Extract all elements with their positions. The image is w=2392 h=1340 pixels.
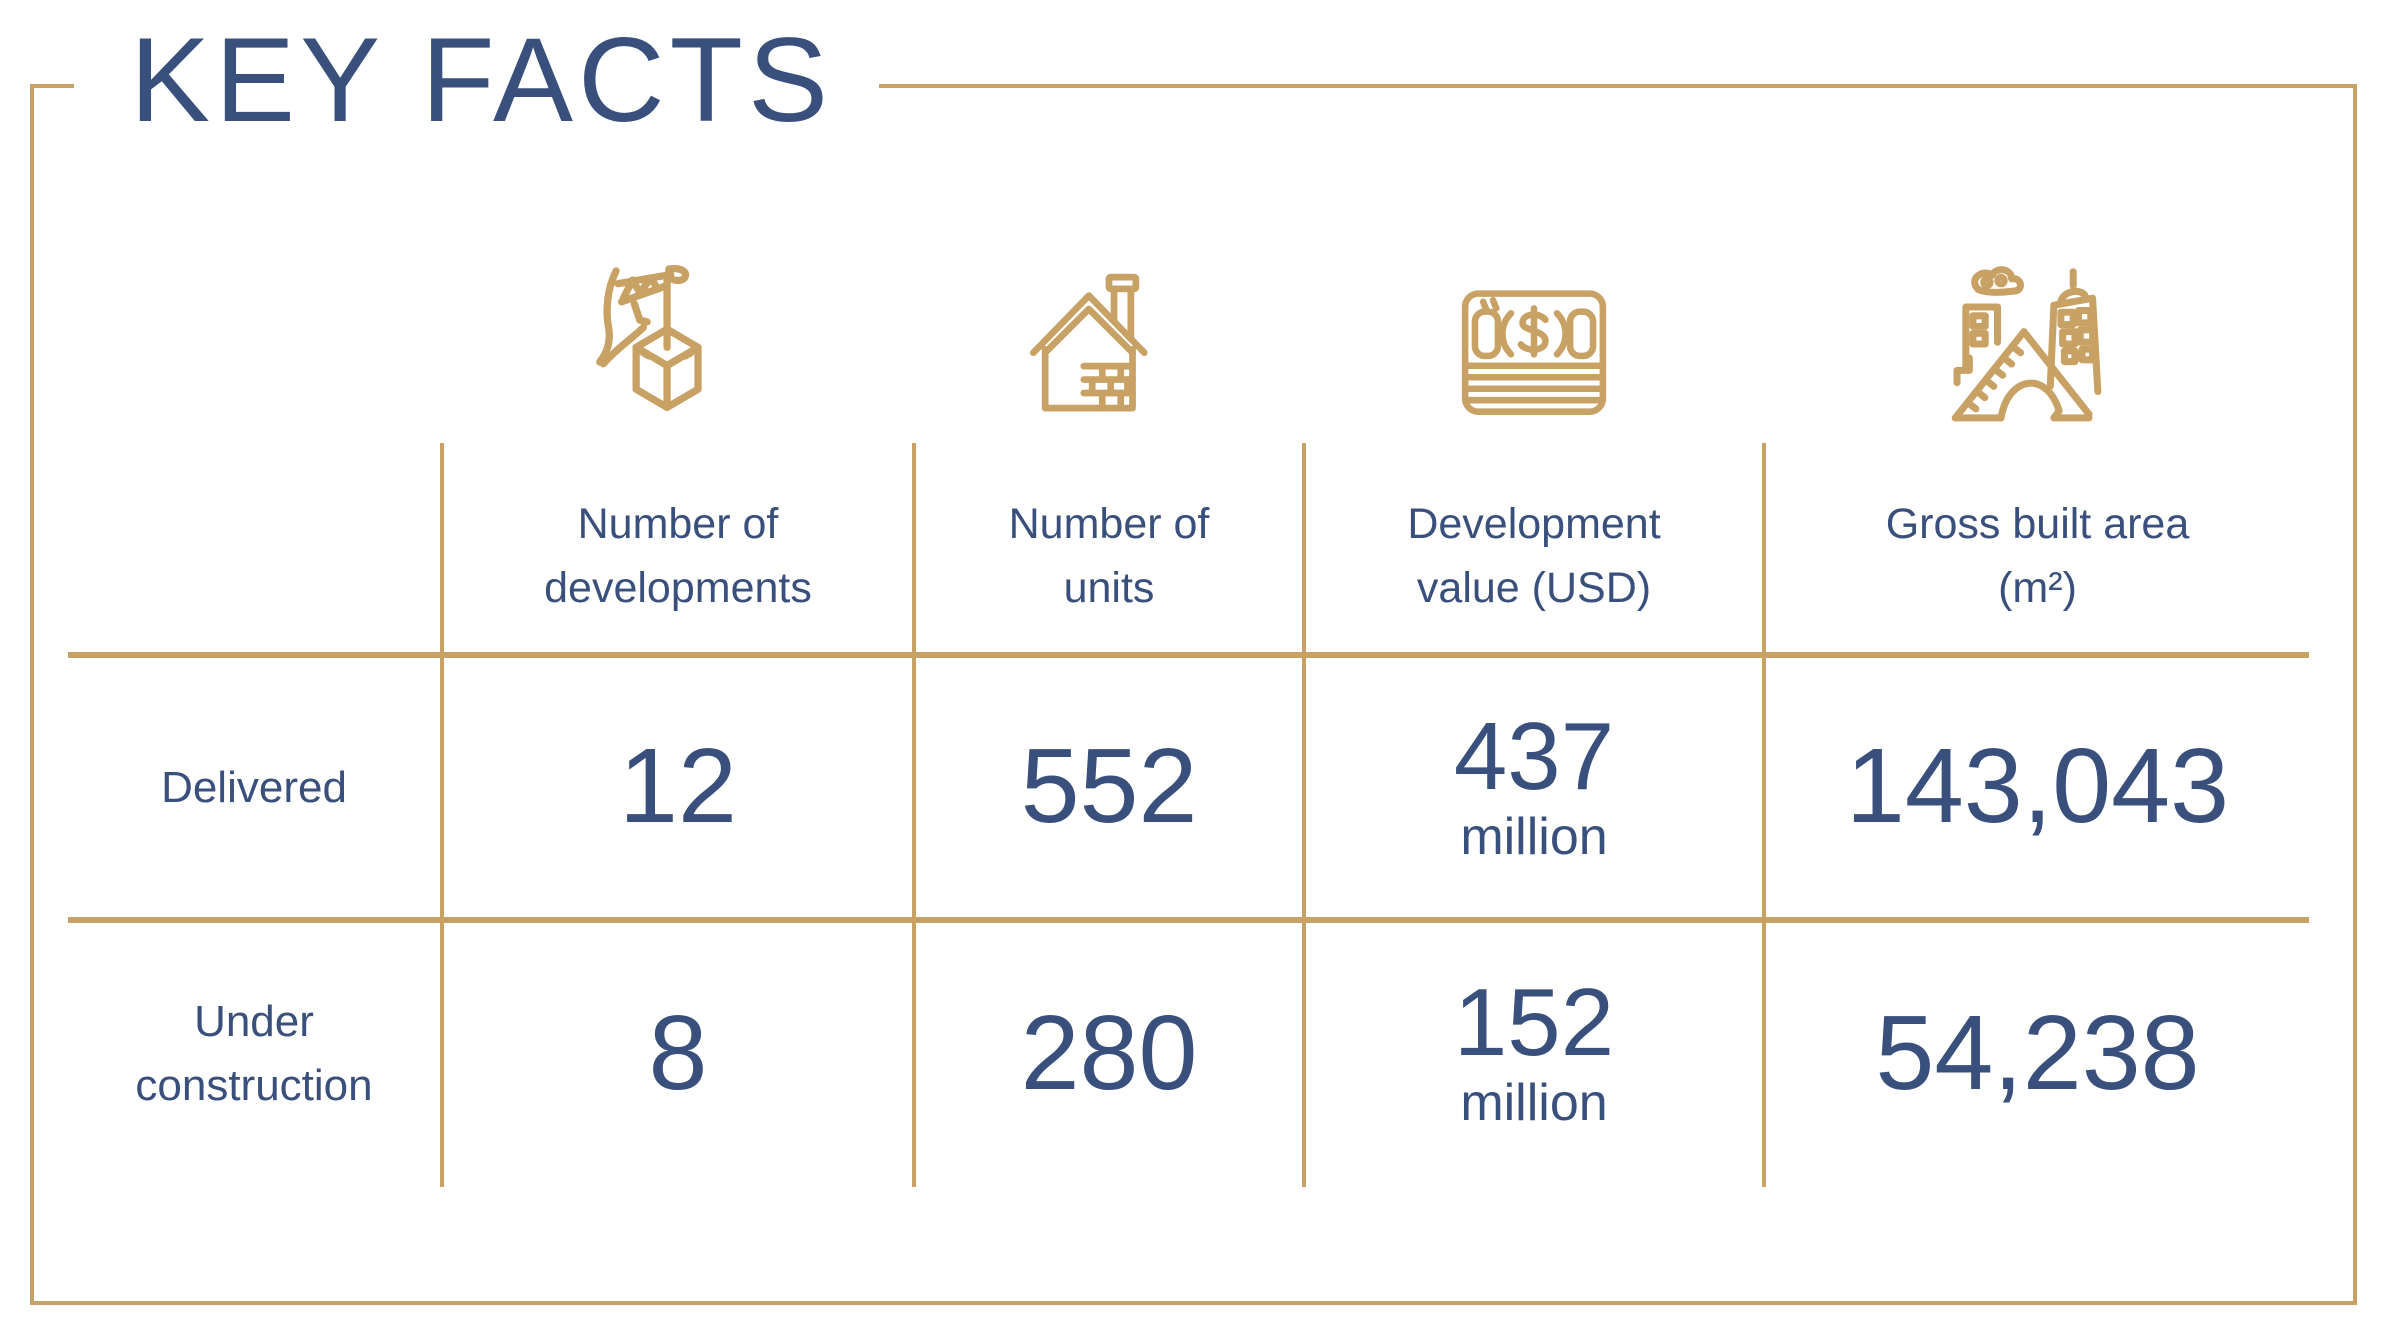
row-label-text: Delivered xyxy=(161,762,347,812)
cell-delivered-development-value: 437 million xyxy=(1306,660,1762,915)
row-label-text: Under construction xyxy=(135,997,373,1110)
money-icon-svg xyxy=(1461,290,1607,415)
grid-line-vertical-4 xyxy=(1762,443,1766,1187)
value-number: 8 xyxy=(648,993,708,1112)
cell-delivered-units: 552 xyxy=(916,660,1302,915)
house-icon xyxy=(916,262,1302,440)
grid-line-vertical-2 xyxy=(912,443,916,1187)
column-header-units: Number of units xyxy=(916,458,1302,654)
cell-under-construction-gross-built-area: 54,238 xyxy=(1766,925,2309,1183)
cell-under-construction-developments: 8 xyxy=(444,925,912,1183)
row-label-delivered: Delivered xyxy=(68,660,440,915)
grid-line-horizontal-1 xyxy=(68,652,2309,658)
cell-delivered-gross-built-area: 143,043 xyxy=(1766,660,2309,915)
column-header-label: Development value (USD) xyxy=(1407,499,1661,613)
grid-line-horizontal-2 xyxy=(68,917,2309,923)
grid-line-vertical-3 xyxy=(1302,443,1306,1187)
value-number: 552 xyxy=(1020,727,1198,846)
cell-under-construction-development-value: 152 million xyxy=(1306,925,1762,1183)
column-header-development-value: Development value (USD) xyxy=(1306,458,1762,654)
column-header-label: Number of developments xyxy=(544,499,812,613)
crane-icon xyxy=(444,262,912,440)
house-icon-svg xyxy=(1030,273,1148,412)
value-unit: million xyxy=(1460,807,1608,866)
value-number: 54,238 xyxy=(1875,993,2200,1112)
value-number: 280 xyxy=(1020,993,1198,1112)
column-header-label: Number of units xyxy=(1008,499,1210,613)
cell-under-construction-units: 280 xyxy=(916,925,1302,1183)
value-number: 12 xyxy=(619,727,737,846)
value-number: 437 xyxy=(1453,702,1615,810)
buildings-icon xyxy=(1766,262,2309,440)
cell-delivered-developments: 12 xyxy=(444,660,912,915)
buildings-icon-svg xyxy=(1951,266,2101,422)
value-number: 143,043 xyxy=(1845,727,2230,846)
value-unit: million xyxy=(1460,1074,1608,1133)
column-header-developments: Number of developments xyxy=(444,458,912,654)
crane-icon-svg xyxy=(596,265,702,412)
outer-frame-border xyxy=(30,84,2357,1305)
column-header-gross-built-area: Gross built area (m²) xyxy=(1766,458,2309,654)
row-label-under-construction: Under construction xyxy=(68,925,440,1183)
column-header-label: Gross built area (m²) xyxy=(1885,499,2190,613)
money-icon xyxy=(1306,262,1762,440)
page-title: KEY FACTS xyxy=(74,14,880,160)
value-number: 152 xyxy=(1453,969,1615,1077)
grid-line-vertical-1 xyxy=(440,443,444,1187)
